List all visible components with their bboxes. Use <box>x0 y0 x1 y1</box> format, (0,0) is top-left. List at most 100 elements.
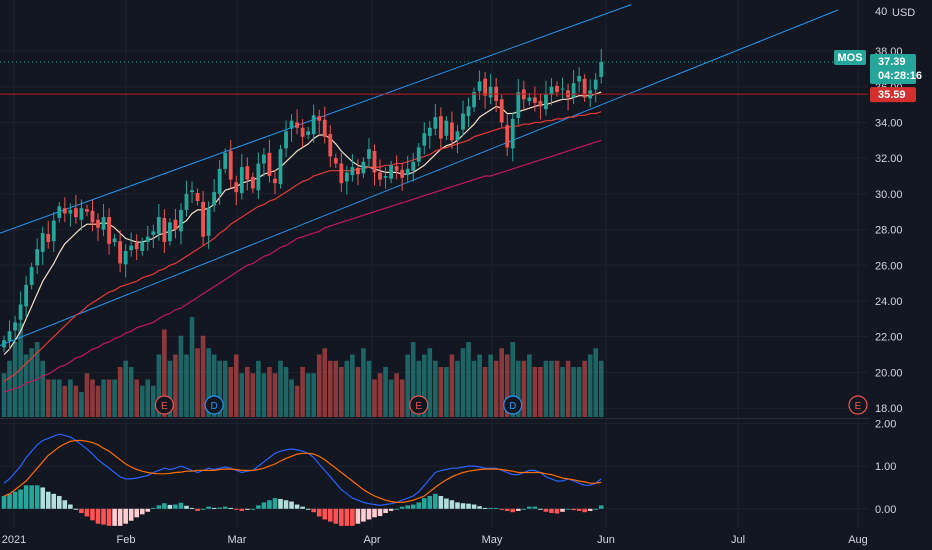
currency-label[interactable]: USD <box>892 7 915 19</box>
candle-body[interactable] <box>68 209 73 214</box>
candle-body[interactable] <box>477 81 482 92</box>
candle-body[interactable] <box>79 208 84 220</box>
dividend-marker[interactable] <box>204 395 224 415</box>
candle-body[interactable] <box>40 233 45 252</box>
candle-body[interactable] <box>378 172 382 180</box>
candle-body[interactable] <box>394 166 399 171</box>
dividend-marker[interactable] <box>503 395 523 415</box>
candle-body[interactable] <box>560 88 565 90</box>
candle-body[interactable] <box>217 168 222 194</box>
channel-lower-line[interactable] <box>0 9 839 347</box>
candle-body[interactable] <box>35 249 40 266</box>
candle-body[interactable] <box>228 151 233 180</box>
candle-body[interactable] <box>173 219 178 230</box>
candle-body[interactable] <box>29 267 34 285</box>
candle-body[interactable] <box>250 176 255 189</box>
candle-body[interactable] <box>13 322 17 331</box>
candle-body[interactable] <box>339 163 344 184</box>
candle-body[interactable] <box>571 83 576 98</box>
candle-body[interactable] <box>245 166 250 180</box>
candle-body[interactable] <box>549 86 554 95</box>
candle-body[interactable] <box>51 220 56 242</box>
time-axis[interactable]: 2021 Feb Mar Apr May Jun Jul Aug <box>2 534 868 546</box>
oscillator-axis[interactable]: 2.00 1.00 0.00 <box>875 418 896 515</box>
candle-body[interactable] <box>7 331 12 342</box>
candle-body[interactable] <box>223 152 228 169</box>
candle-body[interactable] <box>389 165 393 179</box>
candle-body[interactable] <box>555 85 559 93</box>
candle-body[interactable] <box>450 122 454 141</box>
candle-body[interactable] <box>256 163 261 191</box>
candle-body[interactable] <box>18 304 23 320</box>
candle-body[interactable] <box>516 92 521 118</box>
candle-body[interactable] <box>62 208 67 214</box>
trend-channel[interactable] <box>0 4 839 347</box>
candle-body[interactable] <box>311 115 316 135</box>
candle-body[interactable] <box>544 93 548 110</box>
candle-body[interactable] <box>206 208 211 236</box>
candle-body[interactable] <box>184 193 189 210</box>
candle-body[interactable] <box>284 131 288 149</box>
candle-body[interactable] <box>306 131 311 135</box>
candle-body[interactable] <box>151 231 156 235</box>
candle-body[interactable] <box>140 242 145 251</box>
candle-body[interactable] <box>123 250 128 265</box>
candle-body[interactable] <box>361 161 366 174</box>
candle-body[interactable] <box>438 116 443 139</box>
candle-body[interactable] <box>273 178 277 184</box>
candle-body[interactable] <box>455 131 460 141</box>
candle-body[interactable] <box>372 151 377 173</box>
candle-body[interactable] <box>262 154 266 164</box>
candle-body[interactable] <box>472 92 476 108</box>
candle-body[interactable] <box>466 106 471 117</box>
candle-body[interactable] <box>383 176 388 178</box>
candle-body[interactable] <box>73 208 78 218</box>
candle-body[interactable] <box>96 219 100 228</box>
candle-body[interactable] <box>90 210 95 223</box>
candle-body[interactable] <box>427 127 432 136</box>
candle-body[interactable] <box>129 245 134 251</box>
candle-body[interactable] <box>295 122 299 128</box>
candle-body[interactable] <box>2 340 6 348</box>
candle-body[interactable] <box>416 147 421 162</box>
candle-body[interactable] <box>179 209 183 232</box>
candle-body[interactable] <box>134 242 139 250</box>
candle-body[interactable] <box>168 222 172 242</box>
candle-body[interactable] <box>322 119 327 137</box>
candle-body[interactable] <box>101 217 106 230</box>
candle-body[interactable] <box>461 113 465 130</box>
candle-body[interactable] <box>444 120 449 136</box>
candle-body[interactable] <box>46 234 51 243</box>
candle-body[interactable] <box>488 86 493 98</box>
candle-body[interactable] <box>405 168 410 176</box>
earnings-marker[interactable] <box>409 395 429 415</box>
candle-body[interactable] <box>118 241 123 264</box>
candle-body[interactable] <box>333 158 338 164</box>
candle-body[interactable] <box>356 167 360 175</box>
candle-body[interactable] <box>112 238 117 243</box>
candle-body[interactable] <box>190 190 194 193</box>
candle-body[interactable] <box>344 172 349 182</box>
candle-body[interactable] <box>162 217 167 243</box>
candle-body[interactable] <box>400 169 405 178</box>
candle-body[interactable] <box>422 133 427 146</box>
earnings-future-marker[interactable] <box>848 395 868 415</box>
candle-body[interactable] <box>85 209 89 212</box>
candle-body[interactable] <box>267 152 272 177</box>
candle-body[interactable] <box>532 97 537 103</box>
candle-body[interactable] <box>577 76 582 82</box>
candle-body[interactable] <box>145 236 150 243</box>
candle-body[interactable] <box>278 149 283 185</box>
candle-body[interactable] <box>350 167 355 176</box>
candle-body[interactable] <box>367 149 371 160</box>
candle-body[interactable] <box>201 201 205 237</box>
candle-body[interactable] <box>433 117 438 129</box>
candle-body[interactable] <box>107 217 111 244</box>
candle-body[interactable] <box>57 206 62 218</box>
candle-body[interactable] <box>317 116 322 121</box>
candle-body[interactable] <box>212 192 217 206</box>
candle-body[interactable] <box>505 125 510 148</box>
candle-body[interactable] <box>156 217 161 235</box>
